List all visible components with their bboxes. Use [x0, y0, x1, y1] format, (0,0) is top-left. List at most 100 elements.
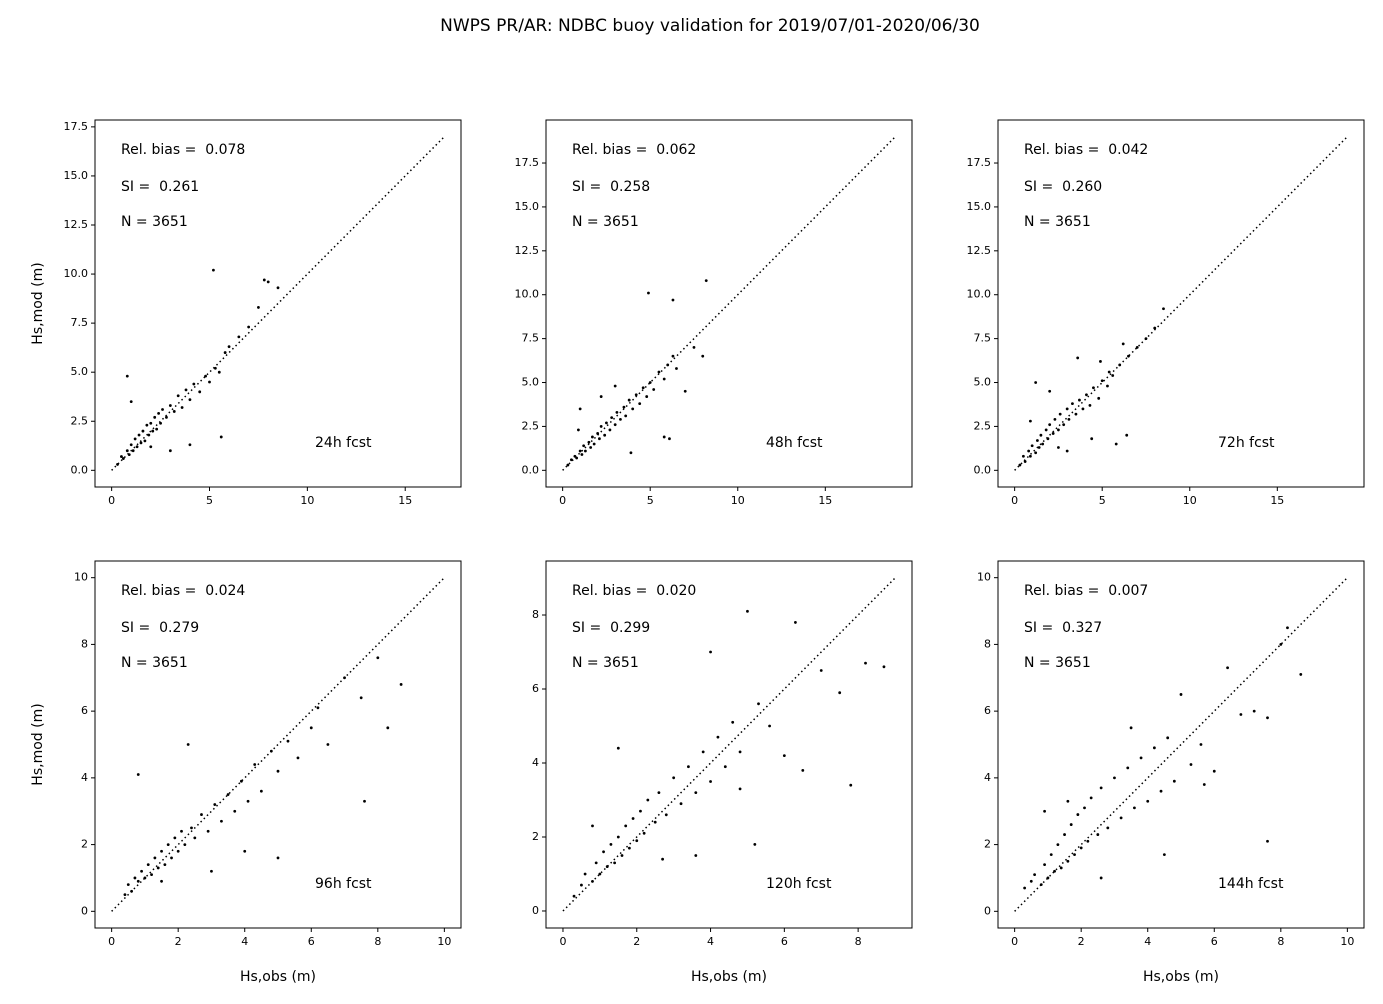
data-point [738, 787, 742, 791]
data-point [692, 345, 696, 349]
data-point [1226, 666, 1229, 670]
stat-annotation: SI = 0.299 [572, 620, 650, 636]
data-point [1033, 873, 1036, 877]
data-point [133, 437, 137, 441]
data-point [1146, 799, 1150, 803]
axes-frame [997, 119, 1365, 488]
data-point [165, 415, 168, 419]
data-point [160, 849, 163, 853]
data-point [1023, 886, 1027, 890]
data-point [1085, 393, 1088, 397]
x-tick-label: 10 [731, 494, 745, 507]
data-point [615, 410, 619, 414]
data-point [596, 432, 600, 435]
data-point [125, 449, 129, 453]
data-point [1152, 746, 1156, 750]
y-tick-label: 7.5 [974, 332, 992, 345]
data-point [572, 894, 576, 898]
data-point [1028, 419, 1032, 423]
data-point [326, 743, 330, 746]
data-point [163, 863, 167, 867]
data-point [170, 856, 173, 860]
one-to-one-line [111, 136, 445, 471]
y-axis-label: Hs,mod (m) [30, 262, 46, 344]
data-point [635, 839, 639, 843]
data-point [188, 443, 192, 447]
data-point [1266, 839, 1269, 843]
data-point [156, 866, 160, 870]
data-point [627, 846, 631, 850]
y-tick-label: 4 [81, 771, 88, 784]
y-tick-label: 2 [81, 838, 88, 851]
data-point [671, 354, 675, 358]
x-tick-label: 2 [175, 935, 182, 948]
x-tick-label: 8 [1277, 935, 1284, 948]
data-point [1066, 799, 1070, 803]
x-tick-label: 0 [1011, 935, 1018, 948]
data-point [1189, 763, 1193, 766]
data-point [160, 879, 163, 883]
data-point [1048, 389, 1052, 393]
data-point [133, 876, 137, 880]
data-point [882, 665, 886, 669]
data-point [1212, 769, 1216, 773]
y-axis-label: Hs,mod (m) [30, 703, 46, 785]
data-point [639, 809, 642, 813]
y-tick-label: 2 [532, 830, 539, 843]
data-point [610, 416, 614, 420]
stat-annotation: Rel. bias = 0.078 [121, 142, 245, 158]
data-point [1057, 446, 1060, 449]
x-tick-label: 6 [781, 935, 788, 948]
data-point [1099, 876, 1103, 880]
data-point [233, 809, 237, 813]
data-point [1266, 716, 1269, 720]
data-point [153, 856, 157, 860]
x-tick-label: 4 [241, 935, 248, 948]
data-point [1090, 437, 1094, 441]
data-point [129, 443, 133, 447]
data-point [794, 621, 797, 624]
data-point [1053, 869, 1056, 873]
y-tick-label: 0 [81, 904, 88, 917]
data-point [137, 433, 141, 437]
subplot: 0 2 4 6 8 10 0 2 4 6 8 10 Rel. bias = 0.007 SI = 0.32… [977, 560, 1365, 985]
data-point [127, 453, 131, 457]
data-point [757, 702, 760, 706]
one-to-one-line [1014, 577, 1348, 912]
subplot: 0 2 4 6 8 0 2 4 6 8 Rel. bias = 0.020 SI = 0.299 N =… [532, 560, 913, 985]
data-point [166, 843, 170, 846]
stat-annotation: Rel. bias = 0.020 [572, 583, 696, 599]
data-point [638, 402, 642, 405]
forecast-label: 96h fcst [315, 876, 372, 892]
data-point [136, 773, 140, 776]
data-point [141, 429, 145, 433]
data-point [768, 724, 771, 728]
data-point [1063, 833, 1066, 836]
data-point [598, 872, 602, 876]
stat-annotation: SI = 0.258 [572, 179, 650, 195]
data-point [1172, 779, 1176, 783]
x-axis-label: Hs,obs (m) [1143, 969, 1219, 985]
y-tick-label: 6 [984, 704, 991, 717]
data-point [186, 743, 190, 746]
data-point [1088, 403, 1092, 407]
y-tick-label: 4 [984, 771, 991, 784]
data-point [1049, 853, 1053, 856]
data-point [176, 849, 180, 853]
data-point [694, 854, 698, 857]
data-point [136, 879, 140, 883]
data-point [210, 869, 213, 873]
data-point [120, 455, 123, 458]
data-point [1279, 643, 1283, 646]
data-point [664, 813, 668, 817]
data-point [587, 440, 591, 444]
data-point [1065, 407, 1069, 411]
x-tick-label: 15 [398, 494, 412, 507]
data-point [276, 769, 280, 773]
data-point [1114, 442, 1118, 446]
x-tick-label: 2 [1078, 935, 1085, 948]
data-point [135, 445, 139, 449]
x-tick-label: 8 [855, 935, 862, 948]
data-point [223, 351, 227, 354]
data-point [220, 819, 223, 823]
